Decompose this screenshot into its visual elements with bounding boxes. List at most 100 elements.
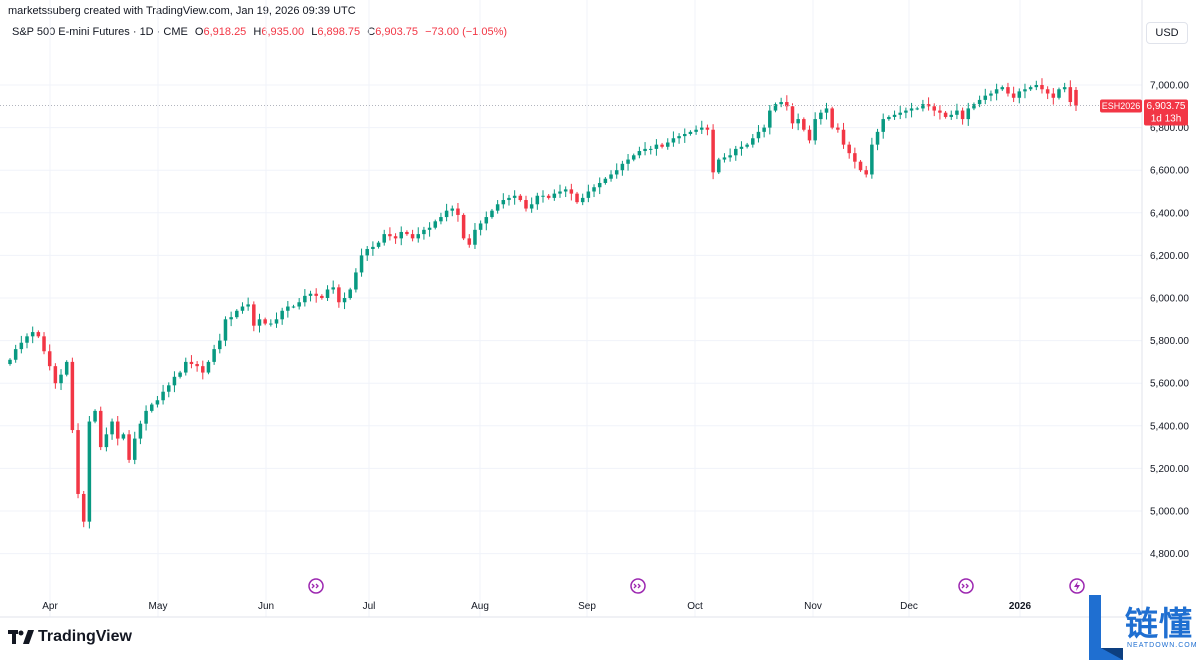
candle-body xyxy=(524,200,528,209)
candle-body xyxy=(104,434,109,448)
candle xyxy=(631,153,636,162)
candle xyxy=(212,344,216,365)
candle-body xyxy=(541,195,545,197)
candle-body xyxy=(700,127,704,130)
candle xyxy=(972,102,976,111)
candle xyxy=(949,110,954,120)
candle xyxy=(30,326,35,344)
candle xyxy=(172,371,177,393)
candle xyxy=(682,128,687,143)
candle-body xyxy=(960,110,965,120)
candle xyxy=(881,113,885,139)
candle-body xyxy=(858,161,863,171)
candle xyxy=(218,333,222,354)
candle xyxy=(507,194,511,206)
candle xyxy=(195,361,199,372)
open-label: O xyxy=(194,26,204,38)
candle xyxy=(189,355,194,369)
candle-body xyxy=(450,208,455,211)
candle-body xyxy=(1051,93,1056,98)
candle xyxy=(892,110,897,120)
candle-body xyxy=(19,342,24,350)
candle xyxy=(473,223,477,250)
candle xyxy=(19,335,24,354)
candle xyxy=(81,490,86,528)
candle xyxy=(303,289,307,307)
candle xyxy=(609,170,613,182)
candle-body xyxy=(972,104,976,109)
candle xyxy=(331,280,335,294)
candle xyxy=(297,298,301,310)
candle-body xyxy=(870,144,874,175)
candle xyxy=(1023,83,1027,99)
candle-body xyxy=(739,146,744,149)
candle-body xyxy=(966,108,971,120)
x-tick-label: Sep xyxy=(578,601,596,612)
chart-credit: marketssuberg created with TradingView.c… xyxy=(8,5,356,17)
candle xyxy=(932,103,937,117)
currency-button[interactable]: USD xyxy=(1146,22,1188,44)
candle xyxy=(1068,80,1073,107)
candle xyxy=(149,402,154,413)
candle xyxy=(456,203,460,222)
symbol-legend[interactable]: S&P 500 E-mini Futures · 1D · CME O6,918… xyxy=(12,26,507,38)
candle xyxy=(450,205,455,217)
candle xyxy=(926,97,931,111)
candle xyxy=(586,184,591,203)
candle xyxy=(274,312,279,328)
dividend-event-icon[interactable] xyxy=(308,578,324,594)
candle-body xyxy=(189,361,194,365)
candle-body xyxy=(115,421,120,439)
y-tick-label: 4,800.00 xyxy=(1150,549,1189,560)
dividend-event-icon[interactable] xyxy=(630,578,646,594)
candle xyxy=(592,184,596,198)
candle xyxy=(246,297,250,311)
candle xyxy=(376,240,381,249)
candle-body xyxy=(1074,89,1078,106)
candle xyxy=(751,133,755,148)
candle xyxy=(1028,85,1033,91)
earnings-event-icon[interactable] xyxy=(1069,578,1085,594)
candle xyxy=(325,285,330,301)
candle xyxy=(671,131,676,147)
watermark-en: NEATDOWN.COM xyxy=(1127,642,1198,649)
candle xyxy=(1040,78,1044,94)
candle-body xyxy=(762,127,766,132)
candle-body xyxy=(467,238,472,245)
candle xyxy=(904,107,908,119)
candle-body xyxy=(1006,87,1010,94)
candle xyxy=(371,241,375,256)
change-value: −73.00 (−1.05%) xyxy=(425,26,508,38)
candle xyxy=(779,97,783,108)
candle xyxy=(1062,82,1067,93)
time-axis: Apr May Jun Jul Aug Sep Oct Nov Dec 2026 xyxy=(42,601,1031,612)
candle xyxy=(252,301,256,332)
candle xyxy=(269,319,273,327)
candle-body xyxy=(592,187,596,192)
low-label: L xyxy=(311,26,318,38)
candle-body xyxy=(609,174,613,179)
candle xyxy=(717,157,721,175)
candle xyxy=(762,124,766,138)
candle-body xyxy=(1057,89,1061,98)
candle-body xyxy=(274,319,279,324)
candle xyxy=(620,160,625,176)
candle xyxy=(603,177,608,185)
candle xyxy=(399,226,404,246)
candle-body xyxy=(405,231,409,235)
candle-body xyxy=(853,153,857,162)
candle-body xyxy=(921,104,925,109)
low-value: 6,898.75 xyxy=(317,26,361,38)
candle xyxy=(354,268,358,293)
tradingview-logo[interactable]: TradingView xyxy=(8,628,132,646)
candle-body xyxy=(648,148,653,150)
candle-body xyxy=(13,349,18,360)
y-tick-label: 5,600.00 xyxy=(1150,379,1189,390)
dividend-event-icon[interactable] xyxy=(958,578,974,594)
candle-body xyxy=(47,351,52,367)
candle-body xyxy=(779,102,783,105)
candle xyxy=(461,213,466,241)
candle-body xyxy=(926,104,931,107)
candle xyxy=(286,300,290,318)
